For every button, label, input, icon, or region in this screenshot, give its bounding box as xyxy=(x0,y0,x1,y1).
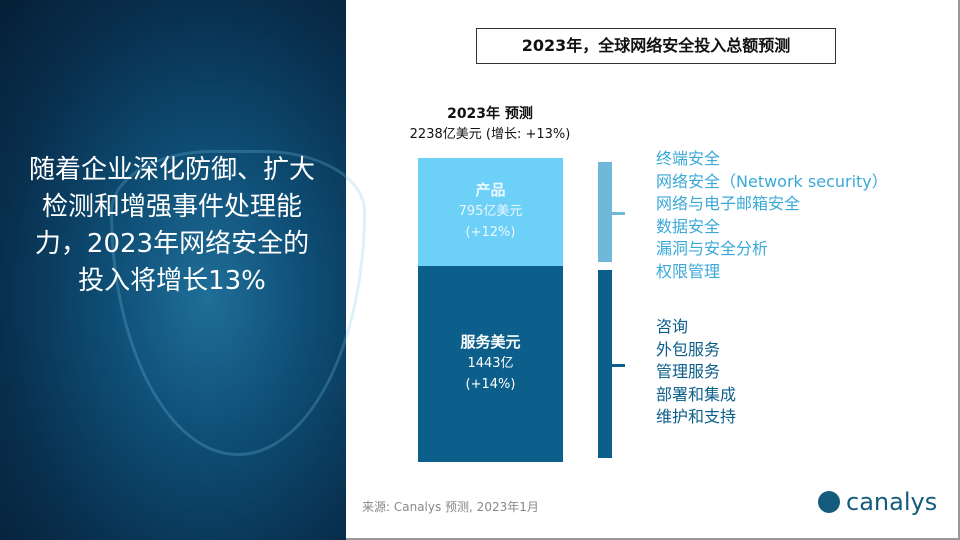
segment-growth: (+12%) xyxy=(465,225,516,241)
slide-title: 2023年，全球网络安全投入总额预测 xyxy=(476,28,836,64)
products-bracket xyxy=(598,162,625,262)
segment-name: 服务美元 xyxy=(460,333,521,352)
segment-value: 1443亿 xyxy=(467,356,514,372)
bar-header-total: 2238亿美元 (增长: +13%) xyxy=(409,127,571,142)
segment-name: 产品 xyxy=(475,181,506,200)
list-item: 维护和支持 xyxy=(656,407,737,426)
list-item: 网络与电子邮箱安全 xyxy=(656,194,801,213)
slide-frame xyxy=(346,0,960,540)
list-item: 管理服务 xyxy=(656,362,721,381)
bar-header: 2023年 预测 2238亿美元 (增长: +13%) xyxy=(380,104,600,145)
bar-header-year: 2023年 预测 xyxy=(447,106,533,122)
list-item: 外包服务 xyxy=(656,339,721,359)
bar-segment-products: 产品 795亿美元 (+12%) xyxy=(418,158,563,266)
left-panel: 随着企业深化防御、扩大检测和增强事件处理能力，2023年网络安全的投入将增长13… xyxy=(0,0,366,540)
list-item: 部署和集成 xyxy=(656,384,737,404)
segment-growth: (+14%) xyxy=(465,377,516,393)
logo-text: canalys xyxy=(846,488,938,516)
list-item: 漏洞与安全分析 xyxy=(656,239,769,258)
list-item: 咨询 xyxy=(656,317,689,336)
services-list: 咨询外包服务管理服务部署和集成维护和支持 xyxy=(656,316,736,429)
bar-segment-services: 服务美元 1443亿 (+14%) xyxy=(418,265,563,462)
list-item: 终端安全 xyxy=(656,149,721,168)
services-bracket xyxy=(598,269,625,458)
headline: 随着企业深化防御、扩大检测和增强事件处理能力，2023年网络安全的投入将增长13… xyxy=(28,155,315,296)
list-item: 网络安全（Network security） xyxy=(656,171,888,191)
list-item: 数据安全 xyxy=(656,216,721,236)
source-note: 来源: Canalys 预测, 2023年1月 xyxy=(362,500,539,514)
products-list: 终端安全网络安全（Network security） 网络与电子邮箱安全 数据安全漏… xyxy=(656,148,888,283)
list-item: 权限管理 xyxy=(656,261,721,281)
segment-value: 795亿美元 xyxy=(458,204,523,220)
logo-mark-icon xyxy=(818,491,840,513)
canalys-logo: canalys xyxy=(818,488,937,516)
